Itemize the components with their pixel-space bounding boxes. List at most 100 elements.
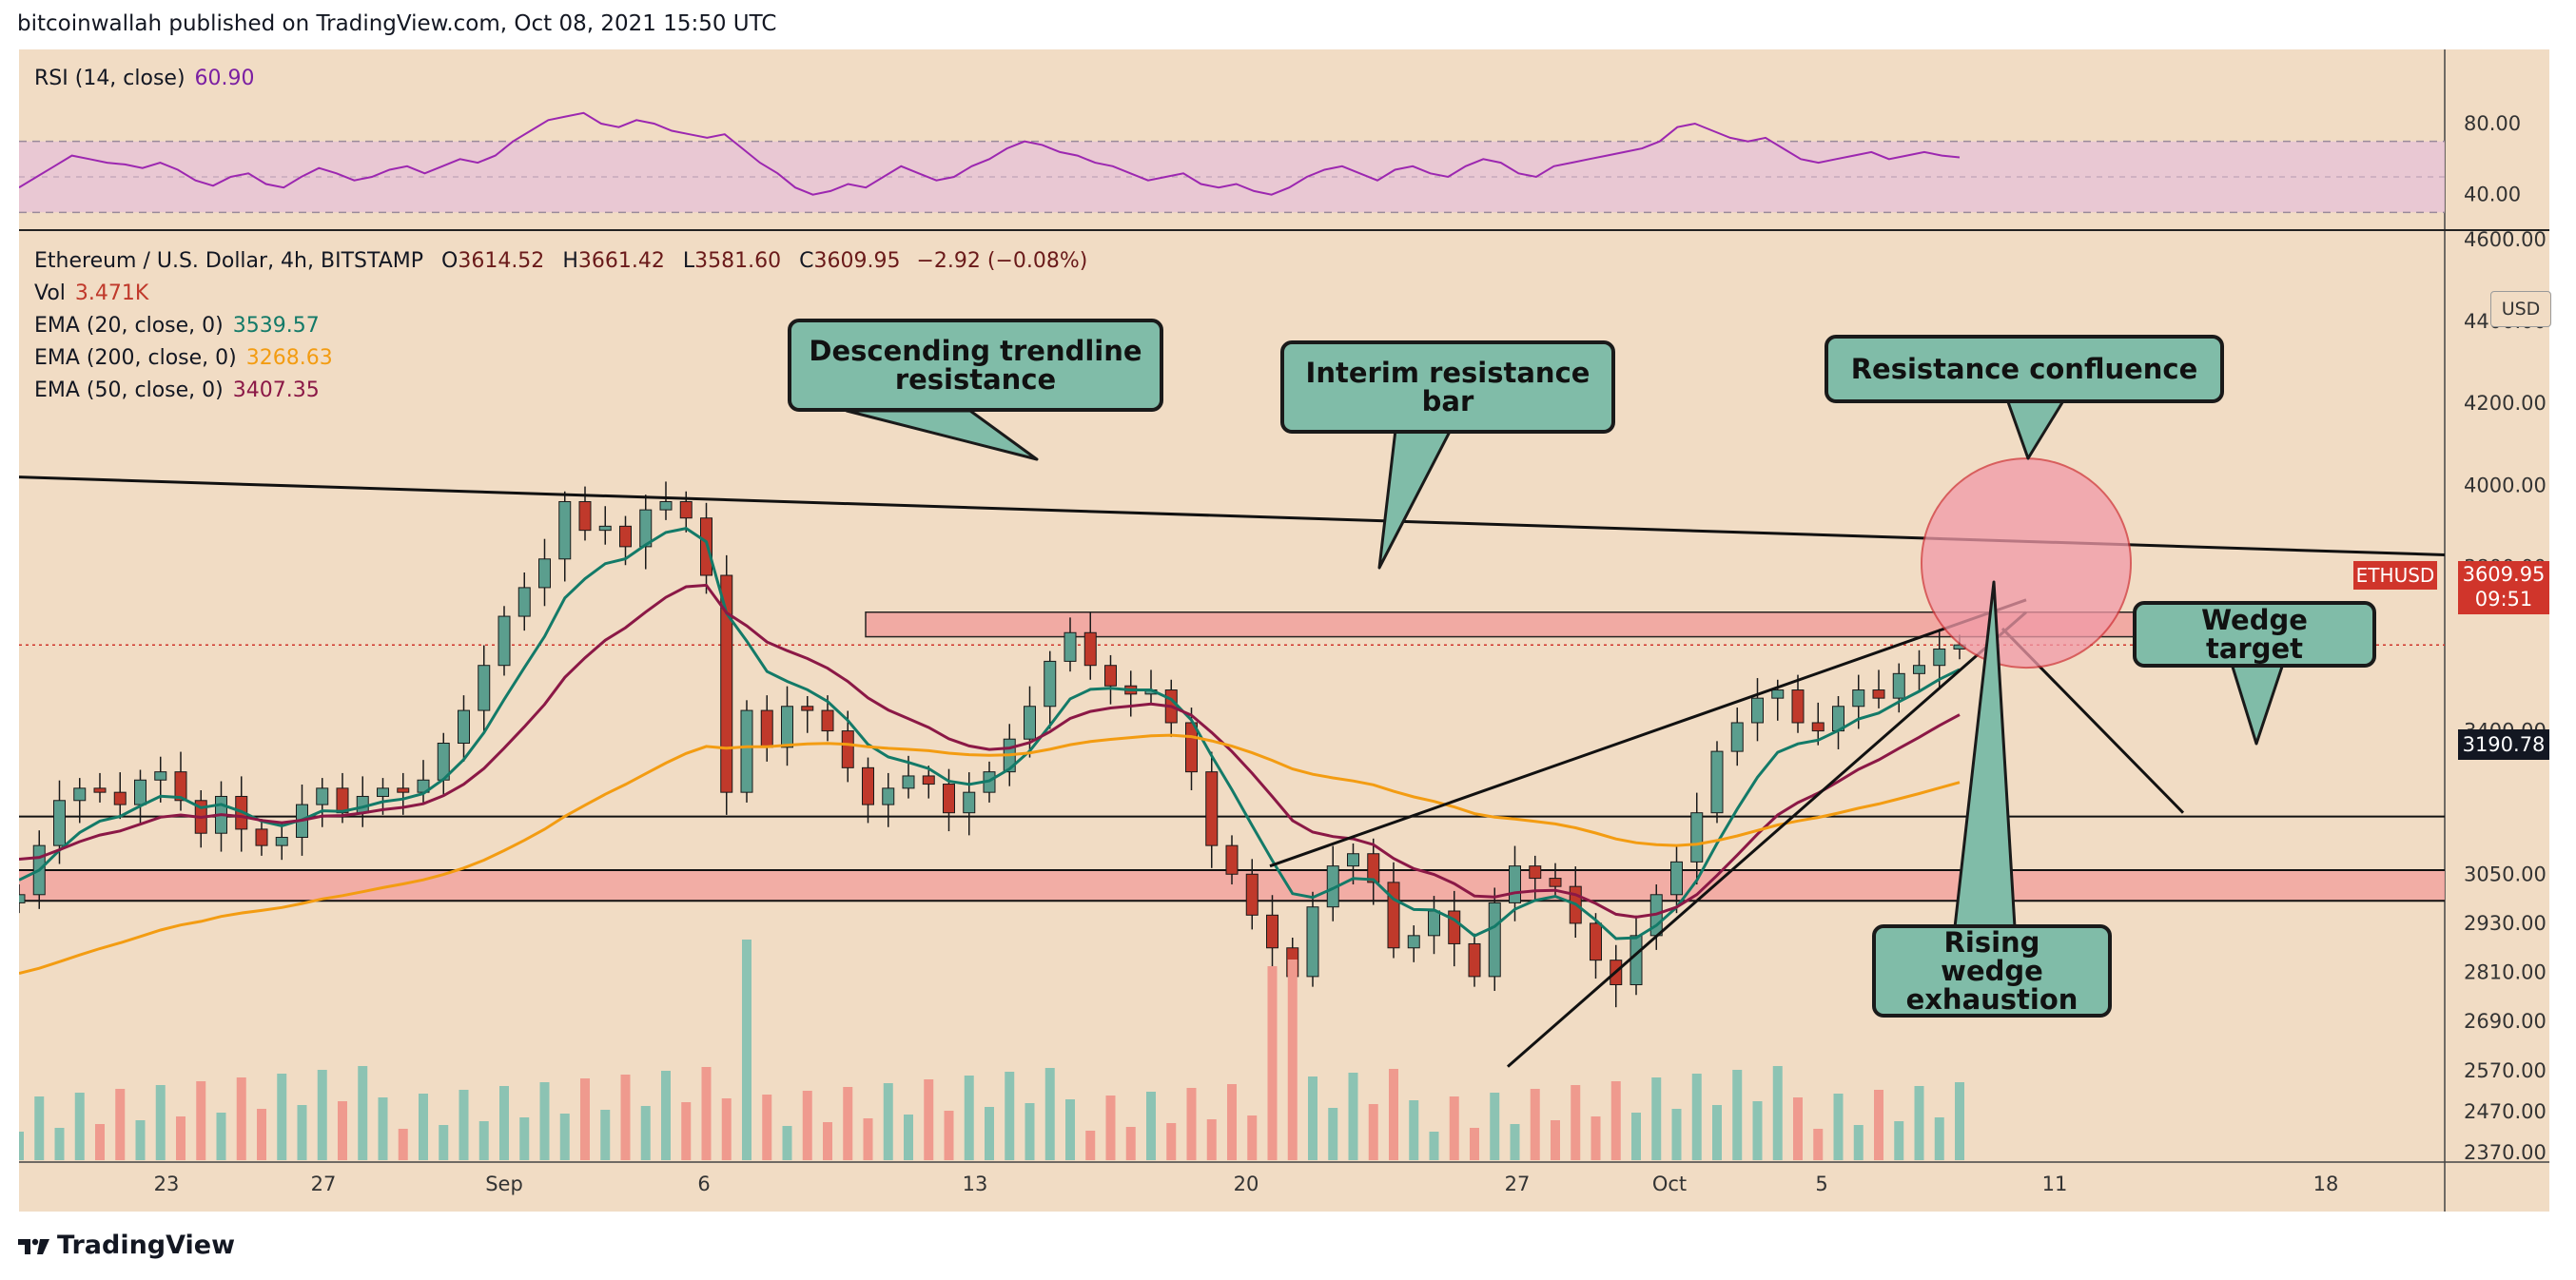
volume-bar — [1671, 1109, 1682, 1160]
volume-bar — [1610, 1081, 1621, 1160]
candle-body — [862, 766, 874, 805]
volume-bar — [54, 1128, 65, 1160]
volume-bar — [782, 1126, 792, 1160]
volume-bar — [378, 1097, 388, 1160]
volume-bar — [1105, 1096, 1116, 1160]
candle-body — [1064, 631, 1077, 662]
volume-bar — [1793, 1097, 1803, 1160]
volume-bar — [1712, 1105, 1722, 1160]
chart-canvas[interactable]: 80.0040.004600.004400.004200.004000.0038… — [19, 49, 2549, 1212]
candle-body — [113, 791, 127, 805]
candle-body — [1448, 910, 1461, 944]
volume-bar — [95, 1124, 105, 1160]
brand-name: TradingView — [57, 1231, 236, 1260]
low-value: 3581.60 — [694, 249, 782, 273]
ema50-row: EMA (50, close, 0) 3407.35 — [34, 375, 1087, 407]
open-value: 3614.52 — [458, 249, 545, 273]
close-value: 3609.95 — [813, 249, 901, 273]
candle-body — [1205, 771, 1219, 846]
currency-label[interactable]: USD — [2490, 291, 2551, 327]
volume-bar — [883, 1083, 893, 1160]
candle-body — [397, 787, 410, 793]
candle-body — [558, 501, 572, 560]
volume-bar — [1206, 1119, 1217, 1160]
candle-body — [154, 771, 167, 781]
candle-body — [720, 574, 733, 793]
ohlc-row: Ethereum / U.S. Dollar, 4h, BITSTAMP O36… — [34, 245, 1087, 278]
pointer-descending — [845, 409, 1039, 461]
candle-body — [1407, 935, 1420, 949]
time-tick-label: 5 — [1815, 1173, 1827, 1195]
volume-bar — [1328, 1108, 1338, 1160]
volume-bar — [135, 1120, 146, 1160]
ema50-line — [19, 583, 1961, 919]
volume-bar — [1571, 1085, 1581, 1160]
volume-bar — [539, 1082, 550, 1160]
volume-bar — [1308, 1076, 1317, 1160]
volume-bar — [661, 1071, 671, 1160]
candle-body — [1872, 689, 1885, 699]
candle-body — [93, 787, 107, 793]
volume-bar — [257, 1109, 266, 1160]
candle-body — [821, 709, 834, 732]
price-tick-label: 2690.00 — [2464, 1010, 2547, 1033]
volume-bar — [1934, 1117, 1944, 1160]
volume-label: Vol — [34, 281, 66, 305]
volume-bar — [358, 1066, 368, 1160]
volume-bar — [34, 1096, 45, 1160]
candle-body — [316, 787, 329, 805]
candle-body — [377, 787, 389, 797]
price-tick-label: 2810.00 — [2464, 961, 2547, 984]
volume-bar — [1409, 1100, 1419, 1160]
ema20-label: EMA (20, close, 0) — [34, 314, 224, 338]
candle-body — [1791, 689, 1805, 724]
volume-bar — [1025, 1103, 1035, 1160]
volume-row: Vol 3.471K — [34, 278, 1087, 310]
time-tick-label: 13 — [963, 1173, 988, 1195]
price-tick-label: 4000.00 — [2464, 474, 2547, 496]
pointer-interim — [1377, 428, 1453, 570]
volume-bar — [459, 1090, 469, 1160]
rsi-tick-label: 80.00 — [2464, 112, 2521, 135]
volume-bar — [1530, 1089, 1540, 1160]
volume-bar — [1551, 1120, 1560, 1160]
candle-body — [781, 706, 793, 748]
tradingview-logo-icon — [18, 1238, 49, 1254]
ema20-line — [19, 527, 1961, 941]
volume-bar — [1085, 1131, 1096, 1160]
volume-bar — [1490, 1093, 1500, 1160]
volume-bar — [944, 1111, 954, 1160]
tradingview-logo[interactable]: TradingView — [17, 1231, 235, 1260]
volume-bar — [721, 1098, 732, 1160]
callout-descending-trendline: Descending trendline resistance — [788, 319, 1163, 412]
candle-body — [1306, 906, 1319, 978]
volume-bar — [802, 1091, 812, 1160]
change-value: −2.92 (−0.08%) — [916, 249, 1088, 273]
volume-bar — [439, 1125, 449, 1160]
main-legend: Ethereum / U.S. Dollar, 4h, BITSTAMP O36… — [34, 245, 1087, 407]
volume-bar — [1146, 1092, 1156, 1160]
candle-body — [1245, 873, 1259, 916]
volume-bar — [236, 1077, 246, 1160]
candle-body — [1710, 750, 1724, 814]
time-tick-label: 20 — [1234, 1173, 1259, 1195]
volume-bar — [1894, 1121, 1904, 1160]
candle-body — [902, 775, 915, 789]
candle-body — [1771, 689, 1785, 699]
price-tick-label: 3050.00 — [2464, 863, 2547, 885]
rsi-legend: RSI (14, close) 60.90 — [34, 63, 255, 95]
volume-bar — [985, 1107, 994, 1160]
candle-body — [517, 587, 531, 617]
candle-body — [1428, 910, 1440, 937]
candle-body — [255, 828, 268, 846]
chart-area[interactable]: 80.0040.004600.004400.004200.004000.0038… — [19, 49, 2551, 1212]
candle-body — [1347, 853, 1359, 867]
volume-bar — [1005, 1072, 1015, 1160]
candle-body — [679, 501, 693, 519]
volume-bar — [1166, 1123, 1177, 1160]
volume-bar — [1590, 1116, 1601, 1160]
ema200-label: EMA (200, close, 0) — [34, 346, 237, 370]
symbol-name[interactable]: Ethereum / U.S. Dollar, 4h, BITSTAMP — [34, 249, 423, 273]
volume-bar — [1732, 1070, 1743, 1160]
candle-body — [943, 784, 955, 814]
